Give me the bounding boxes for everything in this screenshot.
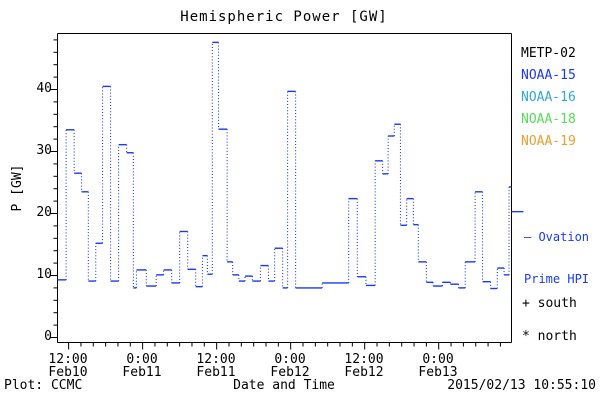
y-tick-label-40: 40 <box>36 81 52 96</box>
legend-item-noaa15: NOAA-15 <box>521 68 576 83</box>
y-tick-label-20: 20 <box>36 205 52 220</box>
x-tick-date-4: Feb12 <box>344 365 384 380</box>
x-tick-time-4: 12:00 <box>344 352 384 367</box>
plot-credit: Plot: CCMC <box>4 378 83 393</box>
x-tick-time-3: 0:00 <box>274 352 306 367</box>
legend-item-noaa16: NOAA-16 <box>521 90 576 105</box>
x-tick-date-0: Feb10 <box>48 365 88 380</box>
timestamp: 2015/02/13 10:55:10 <box>447 378 596 393</box>
legend-item-noaa19: NOAA-19 <box>521 134 576 149</box>
south-marker-note: + south <box>522 296 577 311</box>
legend-item-metp02: METP-02 <box>521 46 576 61</box>
x-tick-date-2: Feb11 <box>196 365 236 380</box>
x-tick-date-1: Feb11 <box>122 365 162 380</box>
legend-item-noaa18: NOAA-18 <box>521 112 576 127</box>
x-axis-title: Date and Time <box>233 378 335 393</box>
ovation-label-line2: Prime HPI <box>524 272 590 286</box>
x-tick-time-0: 12:00 <box>48 352 88 367</box>
x-tick-time-1: 0:00 <box>126 352 158 367</box>
y-tick-label-0: 0 <box>44 329 52 344</box>
north-marker-note: * north <box>522 329 577 344</box>
ovation-label-line1: — Ovation <box>524 230 590 244</box>
ovation-prime-hpi-label: — Ovation Prime HPI <box>524 202 600 314</box>
y-tick-label-30: 30 <box>36 143 52 158</box>
chart-title: Hemispheric Power [GW] <box>180 9 388 25</box>
x-tick-time-2: 12:00 <box>196 352 236 367</box>
x-tick-date-3: Feb12 <box>270 365 310 380</box>
y-tick-label-10: 10 <box>36 267 52 282</box>
x-tick-time-5: 0:00 <box>422 352 454 367</box>
x-tick-date-5: Feb13 <box>418 365 458 380</box>
